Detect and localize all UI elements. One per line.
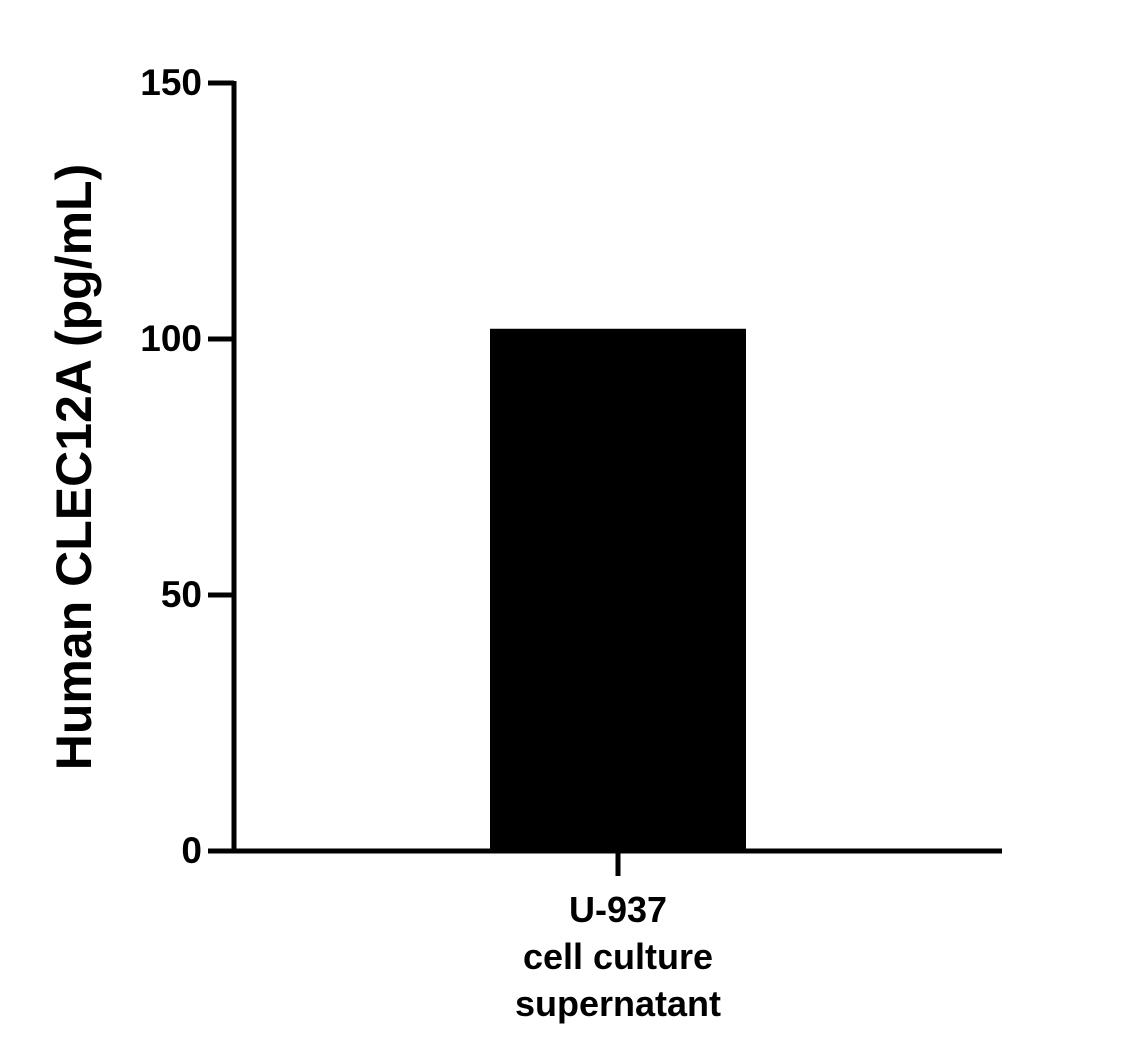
y-tick-label: 0: [181, 830, 202, 871]
x-tick-label: U-937 cell culture supernatant: [515, 889, 721, 1024]
y-tick-label: 50: [161, 574, 202, 615]
y-tick-label: 100: [140, 318, 202, 359]
y-axis-title: Human CLEC12A (pg/mL): [46, 164, 102, 771]
y-tick-label: 150: [140, 62, 202, 103]
bar: [490, 328, 746, 851]
